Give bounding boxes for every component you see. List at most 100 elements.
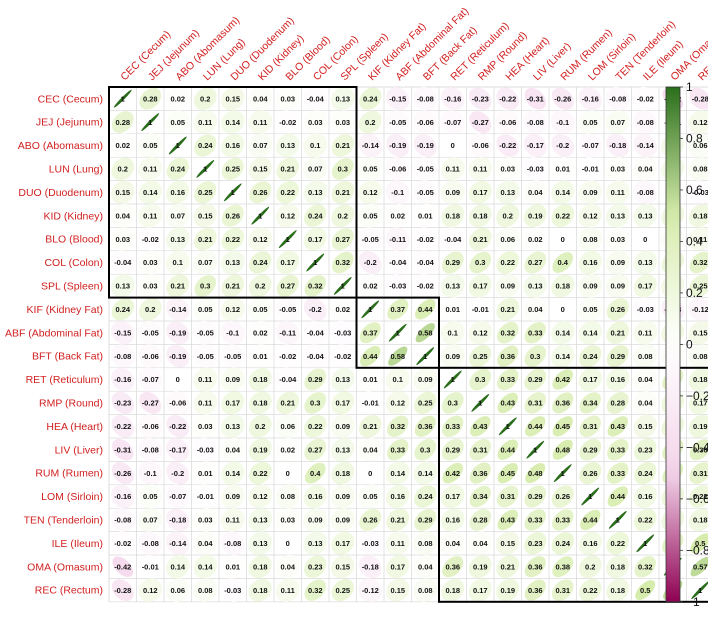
cell-value: 0.07 (170, 211, 185, 220)
cell-ellipse (414, 509, 437, 531)
cell-ellipse (304, 438, 327, 461)
cell-value: 0.02 (363, 282, 378, 291)
cell-ellipse (634, 555, 656, 578)
cell-ellipse (166, 461, 190, 485)
cell-ellipse (688, 227, 708, 251)
cell-ellipse (193, 367, 218, 392)
cell-ellipse (690, 557, 708, 577)
cell-value: 0.13 (225, 422, 240, 431)
cell-value: 0.04 (418, 562, 433, 571)
cell-value: 0.32 (308, 282, 323, 291)
cell-value: 0.36 (445, 562, 460, 571)
row-label-hea: HEA (Heart) (46, 421, 103, 433)
cell-value: 0.01 (198, 469, 213, 478)
cell-value: -0.03 (389, 282, 406, 291)
cell-value: 0.04 (473, 539, 488, 548)
cell-ellipse (688, 133, 708, 158)
cell-ellipse (497, 439, 518, 460)
cell-value: -0.07 (142, 375, 159, 384)
cell-ellipse (194, 134, 217, 157)
cell-ellipse (303, 133, 328, 158)
cell-ellipse (524, 87, 547, 110)
cell-ellipse (165, 203, 190, 228)
cell-ellipse (165, 110, 190, 134)
cell-ellipse (358, 367, 383, 392)
cell-value: 0.21 (280, 399, 295, 408)
cell-value: 0.05 (363, 492, 378, 501)
cell-ellipse (275, 320, 300, 345)
cell-value: 0.3 (338, 165, 348, 174)
cell-ellipse (385, 110, 410, 134)
cell-value: -0.16 (114, 375, 131, 384)
cell-value: 0.21 (335, 188, 350, 197)
cell-value: 0.43 (473, 422, 488, 431)
cell-value: 0.48 (555, 445, 570, 454)
cell-value: 0.24 (583, 352, 598, 361)
cell-ellipse (495, 227, 520, 251)
cell-ellipse (248, 368, 272, 391)
cell-value: 1 (533, 445, 537, 454)
cluster-box-1 (108, 86, 358, 299)
cell-ellipse (110, 203, 135, 228)
cell-value: 1 (423, 352, 427, 361)
cell-value: 0.18 (445, 586, 460, 595)
cell-value: 0.06 (500, 235, 515, 244)
cell-ellipse (579, 392, 601, 414)
cell-value: 0.14 (390, 469, 405, 478)
cell-value: -0.08 (527, 118, 544, 127)
cell-ellipse (248, 227, 273, 251)
cell-ellipse (440, 344, 465, 368)
cell-value: 0.24 (555, 539, 570, 548)
cell-value: 0.3 (530, 352, 540, 361)
cell-value: 0.22 (280, 188, 295, 197)
cell-rec-cec: -0.28 (108, 578, 137, 603)
cell-ellipse (551, 344, 575, 368)
cell-value: 0.26 (555, 492, 570, 501)
cell-ellipse (248, 133, 273, 158)
cell-value: 1 (396, 328, 400, 337)
cell-ellipse (579, 344, 602, 368)
cell-value: 0.04 (115, 211, 130, 220)
cell-value: 0.22 (638, 516, 653, 525)
cell-ellipse (275, 367, 300, 392)
cell-value: -0.19 (169, 328, 186, 337)
cell-ellipse (221, 391, 245, 415)
cell-ellipse (248, 391, 272, 415)
cell-value: 1 (643, 539, 647, 548)
cell-ellipse (524, 532, 547, 555)
cell-value: -0.14 (169, 539, 187, 548)
cell-value: 0.22 (225, 235, 240, 244)
cell-ellipse (606, 345, 629, 367)
cell-ellipse (386, 87, 410, 111)
cell-value: 0.17 (445, 492, 460, 501)
cell-ellipse (331, 579, 354, 602)
cell-ellipse (469, 485, 491, 508)
cell-value: -0.06 (417, 118, 434, 127)
cell-ellipse (385, 157, 410, 181)
cell-value: 0.08 (418, 539, 433, 548)
cell-value: -0.22 (499, 94, 516, 103)
cell-ellipse (330, 484, 355, 509)
cell-ellipse (635, 580, 656, 601)
cell-value: 1 (121, 94, 125, 103)
cell-value: 0.02 (390, 211, 405, 220)
cell-value: 0.45 (555, 422, 570, 431)
cell-value: 0.08 (280, 492, 295, 501)
cell-value: 0.29 (308, 375, 323, 384)
cell-ellipse (413, 531, 438, 556)
cell-value: 0.36 (528, 562, 543, 571)
cell-value: 0.29 (418, 516, 433, 525)
cell-ellipse (331, 204, 355, 228)
cell-value: -0.16 (114, 492, 131, 501)
cell-ellipse (165, 86, 190, 111)
cell-value: 0.27 (528, 258, 543, 267)
cell-ellipse (358, 437, 383, 462)
cell-value: 0.08 (198, 586, 213, 595)
cell-value: 0.15 (693, 328, 708, 337)
cell-value: 0.03 (143, 282, 158, 291)
cell-ellipse (111, 391, 134, 415)
cell-value: 0.04 (253, 94, 268, 103)
row-label-cec: CEC (Cecum) (38, 93, 103, 105)
cell-value: 0.13 (308, 188, 323, 197)
cell-value: 0.13 (528, 282, 543, 291)
